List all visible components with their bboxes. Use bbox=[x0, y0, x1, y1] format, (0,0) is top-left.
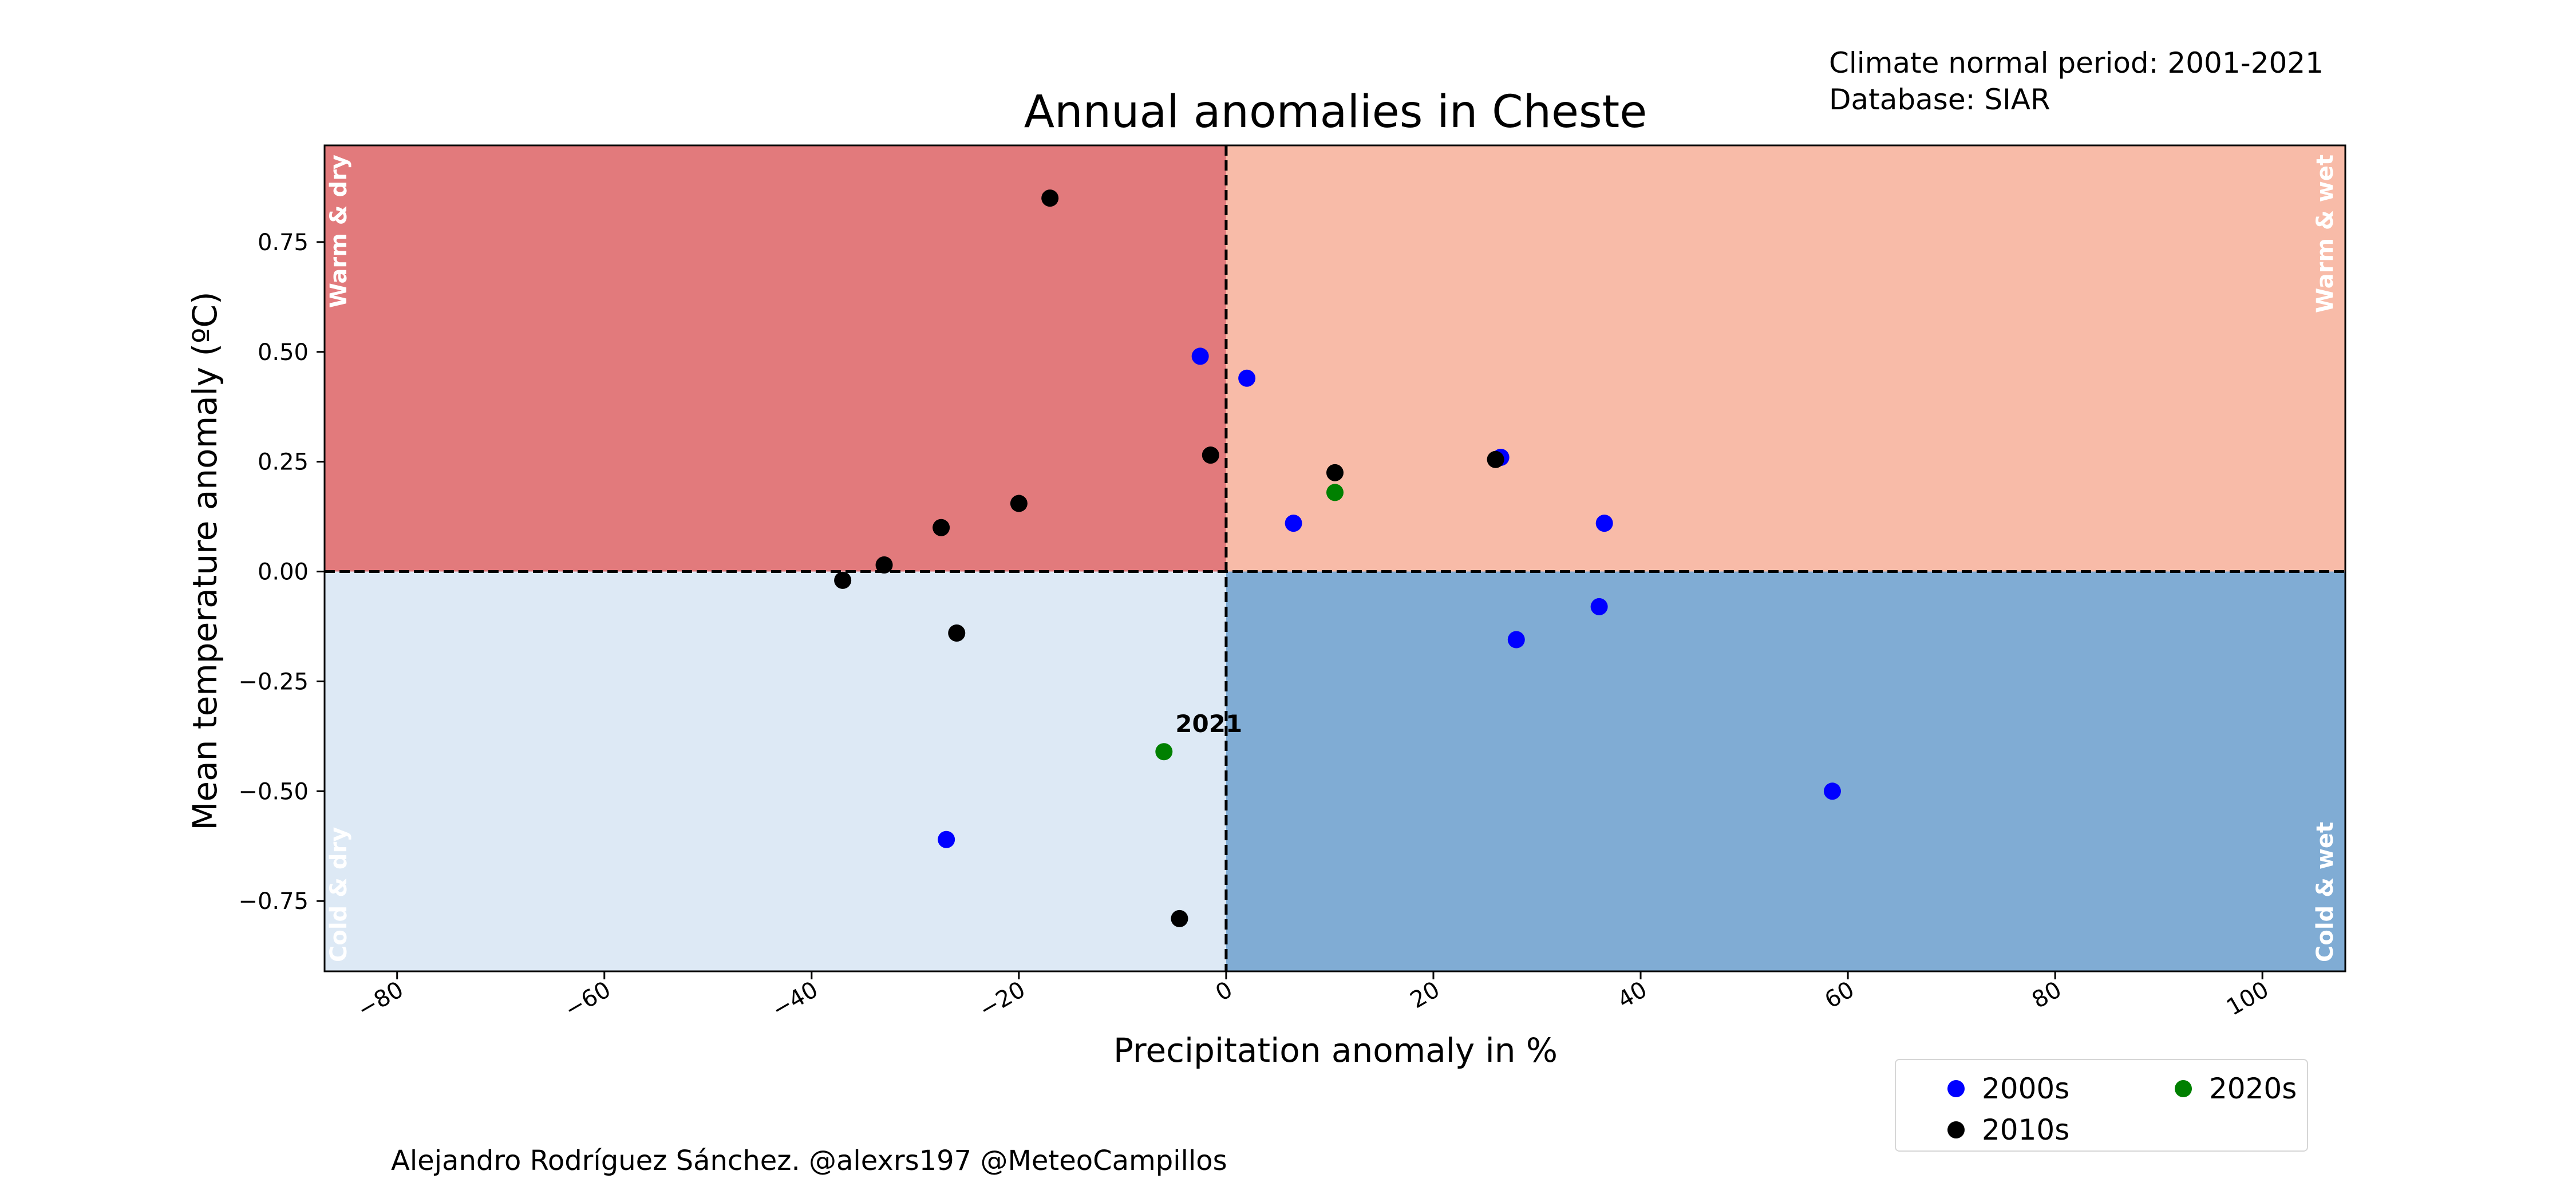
quadrant-label-cold-wet: Cold & wet bbox=[2312, 822, 2338, 962]
x-axis-ticks: −80 −60 −40 −20 0 20 40 60 80 100 bbox=[353, 971, 2273, 1023]
data-point-2000s bbox=[1238, 369, 1256, 387]
data-point-2000s bbox=[1595, 515, 1613, 532]
quadrant-label-warm-dry: Warm & dry bbox=[326, 155, 352, 308]
x-tick-label: −60 bbox=[560, 976, 615, 1023]
y-tick-label: 0.50 bbox=[258, 339, 309, 366]
legend-item-2010s: 2010s bbox=[1947, 1113, 2069, 1147]
y-tick-label: 0.75 bbox=[258, 230, 309, 256]
legend-label-2010s: 2010s bbox=[1982, 1113, 2070, 1146]
data-point-2000s bbox=[1507, 631, 1525, 649]
data-point-2010s bbox=[875, 556, 893, 574]
data-point-2010s bbox=[1010, 495, 1028, 512]
legend-label-2000s: 2000s bbox=[1982, 1072, 2070, 1105]
data-points bbox=[834, 189, 1841, 927]
legend-marker-2000s bbox=[1947, 1080, 1965, 1097]
y-tick-label: 0.00 bbox=[258, 559, 309, 586]
x-axis-label: Precipitation anomaly in % bbox=[1113, 1031, 1558, 1070]
quadrant-cold-wet bbox=[1226, 571, 2345, 971]
x-tick-label: 0 bbox=[1211, 976, 1237, 1007]
y-axis-ticks: −0.75 −0.50 −0.25 0.00 0.25 0.50 0.75 bbox=[238, 230, 325, 915]
y-tick-label: −0.50 bbox=[238, 778, 309, 805]
x-tick-label: −40 bbox=[768, 976, 823, 1023]
data-point-2000s bbox=[1191, 347, 1209, 365]
data-point-2000s bbox=[938, 831, 955, 848]
data-point-2010s bbox=[1487, 450, 1504, 468]
chart-title: Annual anomalies in Cheste bbox=[1024, 86, 1647, 138]
data-point-2000s bbox=[1590, 598, 1608, 615]
quadrant-warm-dry bbox=[325, 145, 1226, 572]
point-annotations: 2021 bbox=[1175, 710, 1242, 738]
data-point-2000s bbox=[1823, 782, 1841, 800]
climate-period-note: Climate normal period: 2001-2021 bbox=[1829, 46, 2324, 80]
data-point-2000s bbox=[1285, 515, 1302, 532]
y-axis-label: Mean temperature anomaly (ºC) bbox=[185, 291, 224, 830]
y-tick-label: −0.25 bbox=[238, 669, 309, 695]
quadrant-cold-dry bbox=[325, 571, 1226, 971]
data-point-2020s bbox=[1155, 743, 1173, 761]
legend-marker-2020s bbox=[2175, 1080, 2192, 1097]
y-tick-label: 0.25 bbox=[258, 449, 309, 476]
reference-lines bbox=[325, 145, 2345, 971]
database-note: Database: SIAR bbox=[1829, 83, 2050, 116]
x-tick-label: 60 bbox=[1820, 976, 1859, 1014]
x-tick-label: 80 bbox=[2028, 976, 2066, 1014]
x-tick-label: 20 bbox=[1406, 976, 1444, 1014]
data-point-2010s bbox=[834, 571, 852, 589]
x-tick-label: −80 bbox=[353, 976, 408, 1023]
legend-item-2020s: 2020s bbox=[2175, 1071, 2297, 1106]
data-point-2010s bbox=[1202, 446, 1219, 464]
quadrant-backgrounds bbox=[325, 145, 2345, 971]
data-point-2020s bbox=[1326, 484, 1344, 501]
data-point-2010s bbox=[1171, 910, 1188, 927]
y-tick-label: −0.75 bbox=[238, 888, 309, 915]
legend-marker-2010s bbox=[1947, 1121, 1965, 1138]
legend-item-2000s: 2000s bbox=[1947, 1071, 2069, 1106]
plot-frame bbox=[323, 144, 2346, 972]
quadrant-label-warm-wet: Warm & wet bbox=[2312, 155, 2338, 313]
quadrant-warm-wet bbox=[1226, 145, 2345, 572]
author-credit: Alejandro Rodríguez Sánchez. @alexrs197 … bbox=[391, 1145, 1227, 1177]
quadrant-label-cold-dry: Cold & dry bbox=[326, 827, 352, 962]
data-point-2010s bbox=[933, 519, 950, 536]
legend-label-2020s: 2020s bbox=[2209, 1072, 2297, 1105]
x-tick-label: −20 bbox=[975, 976, 1030, 1023]
data-point-2010s bbox=[1326, 464, 1344, 481]
data-point-2010s bbox=[948, 624, 966, 642]
annotation-label: 2021 bbox=[1175, 710, 1242, 738]
x-tick-label: 40 bbox=[1613, 976, 1652, 1014]
legend: 2000s 2010s 2020s bbox=[1895, 1059, 2308, 1152]
quadrant-labels: Warm & dry Warm & wet Cold & dry Cold & wet bbox=[326, 155, 2338, 962]
data-point-2010s bbox=[1041, 189, 1059, 207]
x-tick-label: 100 bbox=[2222, 976, 2273, 1021]
